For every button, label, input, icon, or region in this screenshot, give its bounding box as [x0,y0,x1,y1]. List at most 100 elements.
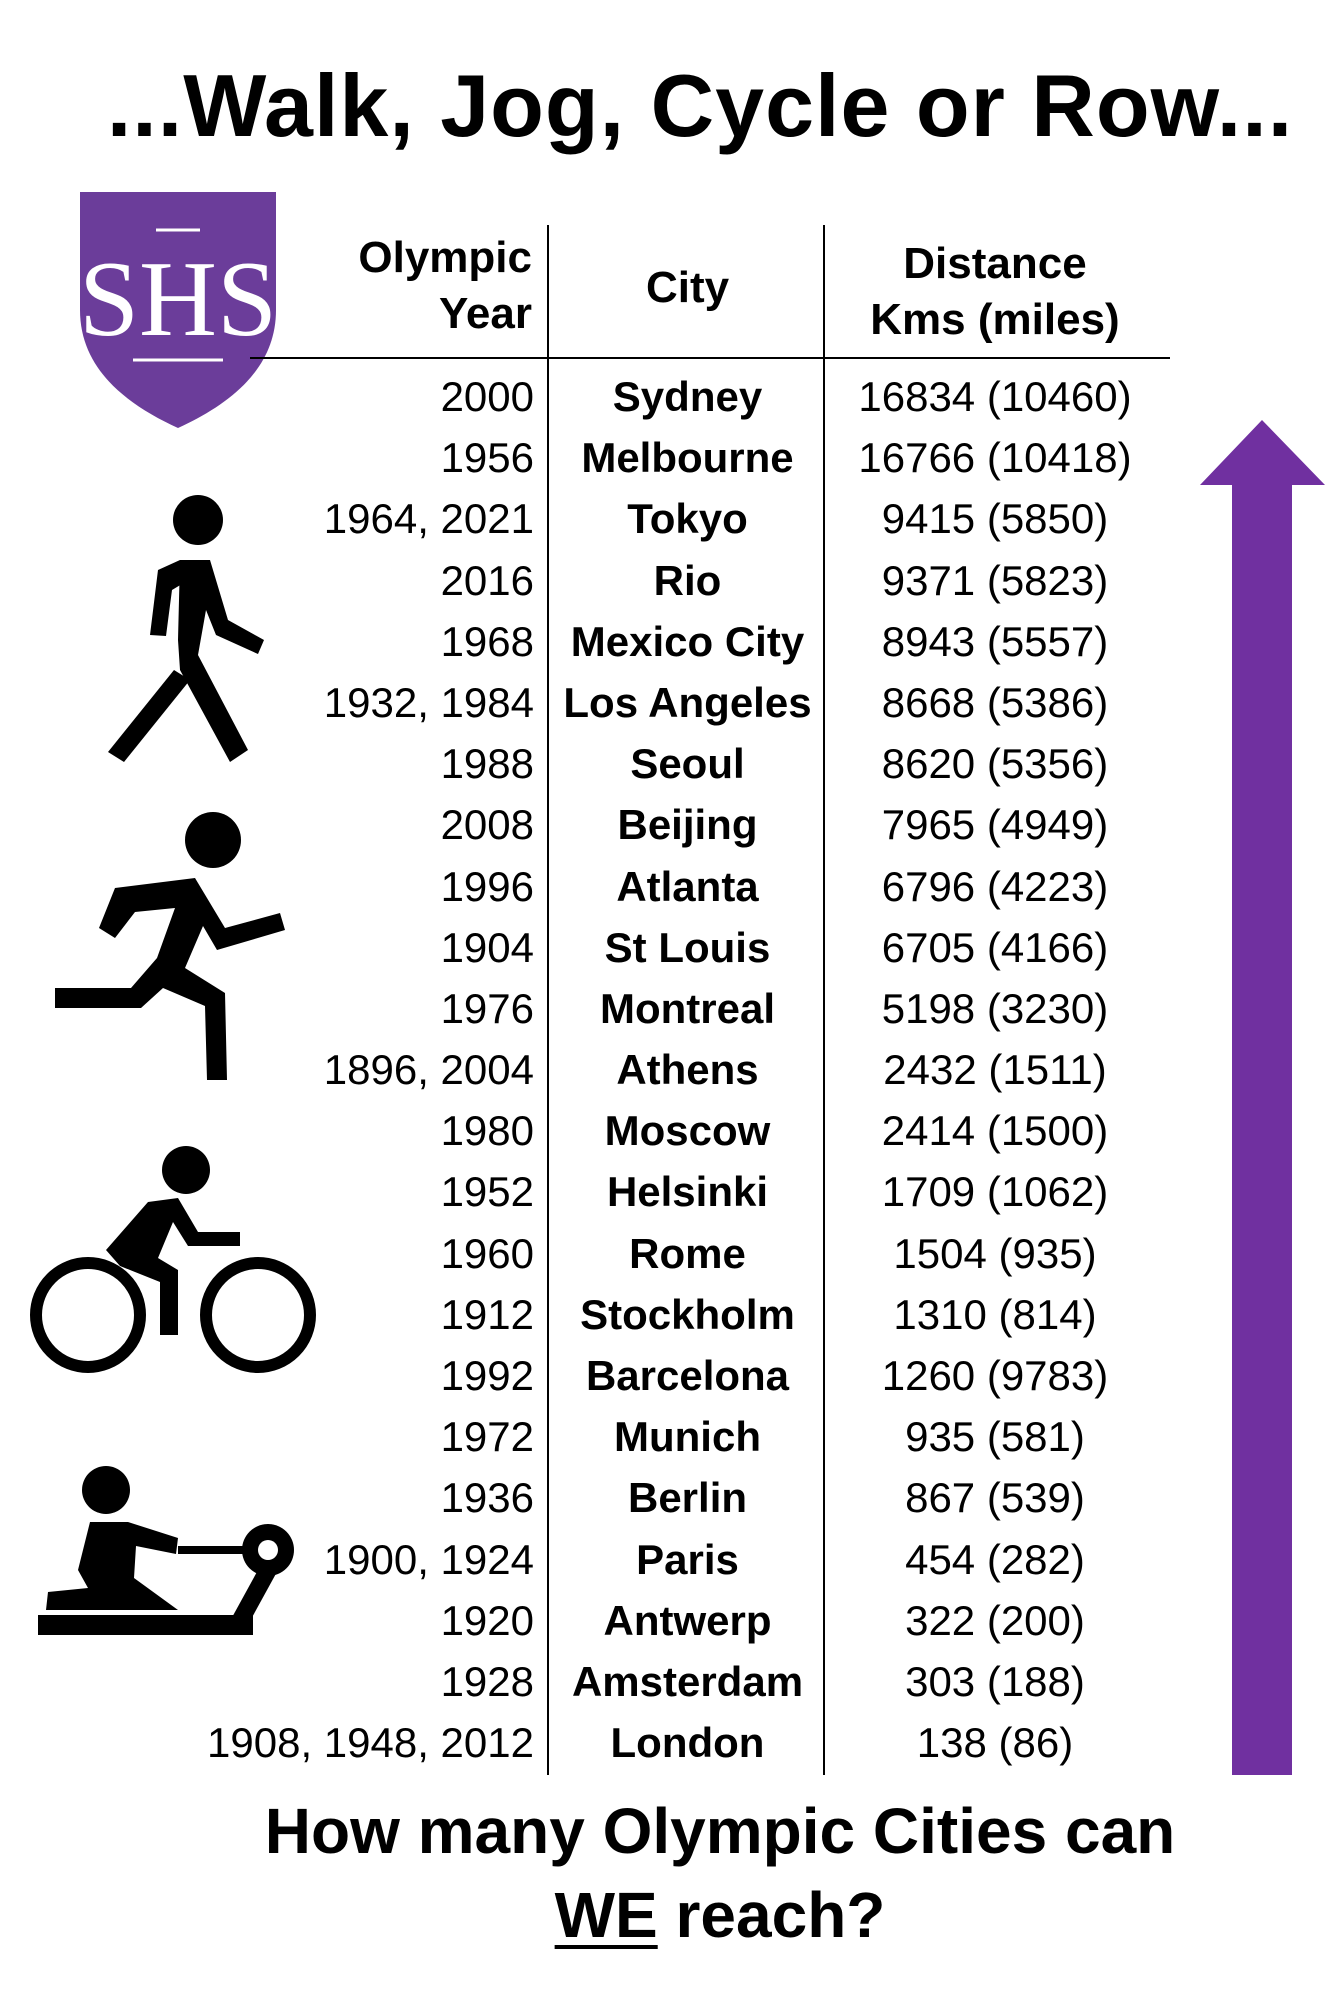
cell-year: 1988 [440,740,534,788]
cell-distance: 2414 (1500) [881,1107,1109,1155]
cell-city: Los Angeles [563,678,812,726]
footer-question-line2: WE reach? [180,1872,1260,1958]
cell-city: Beijing [617,801,758,849]
logo-text: SHS [79,240,277,359]
table-row: 1992 Barcelona 1260 (9783) [0,1345,1340,1406]
header-divider [250,357,1170,359]
cell-year: 1956 [440,434,534,482]
cell-year: 2008 [440,801,534,849]
cell-city: Sydney [612,373,763,420]
table-row: 1956 Melbourne 16766 (10418) [0,427,1340,488]
table-row: 1928 Amsterdam 303 (188) [0,1651,1340,1712]
cell-city: Antwerp [603,1596,772,1644]
cell-distance: 9415 (5850) [881,495,1109,543]
cell-distance: 303 (188) [905,1657,1085,1705]
header-olympic-year: Olympic Year [300,230,532,342]
cell-year: 2000 [440,373,534,420]
cell-year: 1900, 1924 [323,1535,534,1583]
table-row: 1952 Helsinki 1709 (1062) [0,1161,1340,1222]
table-row: 1960 Rome 1504 (935) [0,1223,1340,1284]
cell-city: Munich [614,1413,761,1461]
column-divider [547,225,549,1775]
cell-year: 1964, 2021 [323,495,534,543]
cell-year: 1972 [440,1413,534,1461]
cell-year: 2016 [440,556,534,604]
walking-person-icon [108,495,264,762]
table-row: 2008 Beijing 7965 (4949) [0,794,1340,855]
cell-distance: 1260 (9783) [881,1352,1109,1399]
cell-city: Atlanta [616,862,759,910]
cell-distance: 8668 (5386) [881,678,1109,726]
cell-city: Paris [636,1535,739,1583]
cell-year: 1932, 1984 [323,678,534,726]
cell-distance: 935 (581) [905,1413,1085,1461]
cell-city: Mexico City [570,617,805,665]
cell-city: Barcelona [585,1352,790,1399]
header-distance: Distance Kms (miles) [840,236,1150,348]
table-row: 1920 Antwerp 322 (200) [0,1590,1340,1651]
header-year-line2: Year [439,289,532,338]
header-distance-line1: Distance [903,239,1087,288]
table-row: 1932, 1984 Los Angeles 8668 (5386) [0,672,1340,733]
cell-city: Tokyo [627,495,748,543]
table-row: 1980 Moscow 2414 (1500) [0,1100,1340,1161]
cell-city: London [610,1719,765,1767]
cell-distance: 16834 (10460) [858,373,1132,420]
cell-year: 1992 [440,1352,534,1399]
table-row: 1972 Munich 935 (581) [0,1406,1340,1467]
cell-distance: 1310 (814) [893,1290,1097,1338]
header-city: City [645,263,730,312]
cell-city: Rome [629,1229,746,1277]
table-row: 1996 Atlanta 6796 (4223) [0,856,1340,917]
cell-city: Seoul [630,740,745,788]
cell-distance: 2432 (1511) [883,1046,1107,1094]
table-row: 2016 Rio 9371 (5823) [0,550,1340,611]
cell-distance: 6705 (4166) [881,923,1109,971]
cell-city: Athens [616,1046,759,1094]
olympic-cities-table: 2000 Sydney 16834 (10460) 1956 Melbourne 1676… [0,366,1340,1773]
purple-up-arrow [1200,420,1325,1775]
table-row: 1964, 2021 Tokyo 9415 (5850) [0,488,1340,549]
shs-shield-logo: SHS [79,192,277,428]
cell-year: 1996 [440,862,534,910]
cell-city: Berlin [627,1474,748,1522]
table-row: 1976 Montreal 5198 (3230) [0,978,1340,1039]
table-row: 1936 Berlin 867 (539) [0,1467,1340,1528]
cycling-person-icon [30,1146,316,1373]
cell-distance: 1504 (935) [893,1229,1097,1277]
table-row: 1904 St Louis 6705 (4166) [0,917,1340,978]
cell-distance: 454 (282) [905,1535,1085,1583]
cell-year: 1952 [440,1168,534,1216]
cell-city: Stockholm [580,1290,795,1338]
cell-distance: 6796 (4223) [881,862,1109,910]
cell-year: 1928 [440,1657,534,1705]
cell-year: 1960 [440,1229,534,1277]
footer-question-line1: How many Olympic Cities can [264,1795,1176,1867]
cell-year: 1908, 1948, 2012 [207,1719,534,1767]
cell-year: 1904 [440,923,534,971]
cell-city: Rio [653,556,722,604]
cell-year: 1920 [440,1596,534,1644]
header-year-line1: Olympic [358,233,532,282]
column-divider [823,225,825,1775]
cell-year: 1896, 2004 [323,1046,534,1094]
rowing-person-icon [38,1466,294,1635]
cell-city: Montreal [599,984,775,1032]
cell-city: Amsterdam [571,1657,804,1705]
cell-distance: 8943 (5557) [881,617,1109,665]
running-person-icon [55,812,285,1080]
table-row: 1968 Mexico City 8943 (5557) [0,611,1340,672]
table-row: 1988 Seoul 8620 (5356) [0,733,1340,794]
table-row: 1900, 1924 Paris 454 (282) [0,1529,1340,1590]
cell-distance: 867 (539) [905,1474,1085,1522]
cell-distance: 138 (86) [916,1719,1074,1767]
cell-distance: 322 (200) [905,1596,1085,1644]
header-distance-line2: Kms (miles) [870,295,1120,344]
footer-line2-rest: reach? [657,1879,886,1951]
page-title: ...Walk, Jog, Cycle or Row... [106,56,1294,155]
cell-year: 1912 [440,1290,534,1338]
footer-emphasis-we: WE [554,1879,658,1951]
cell-year: 1936 [440,1474,534,1522]
cell-year: 1976 [440,984,534,1032]
cell-distance: 8620 (5356) [881,740,1109,788]
